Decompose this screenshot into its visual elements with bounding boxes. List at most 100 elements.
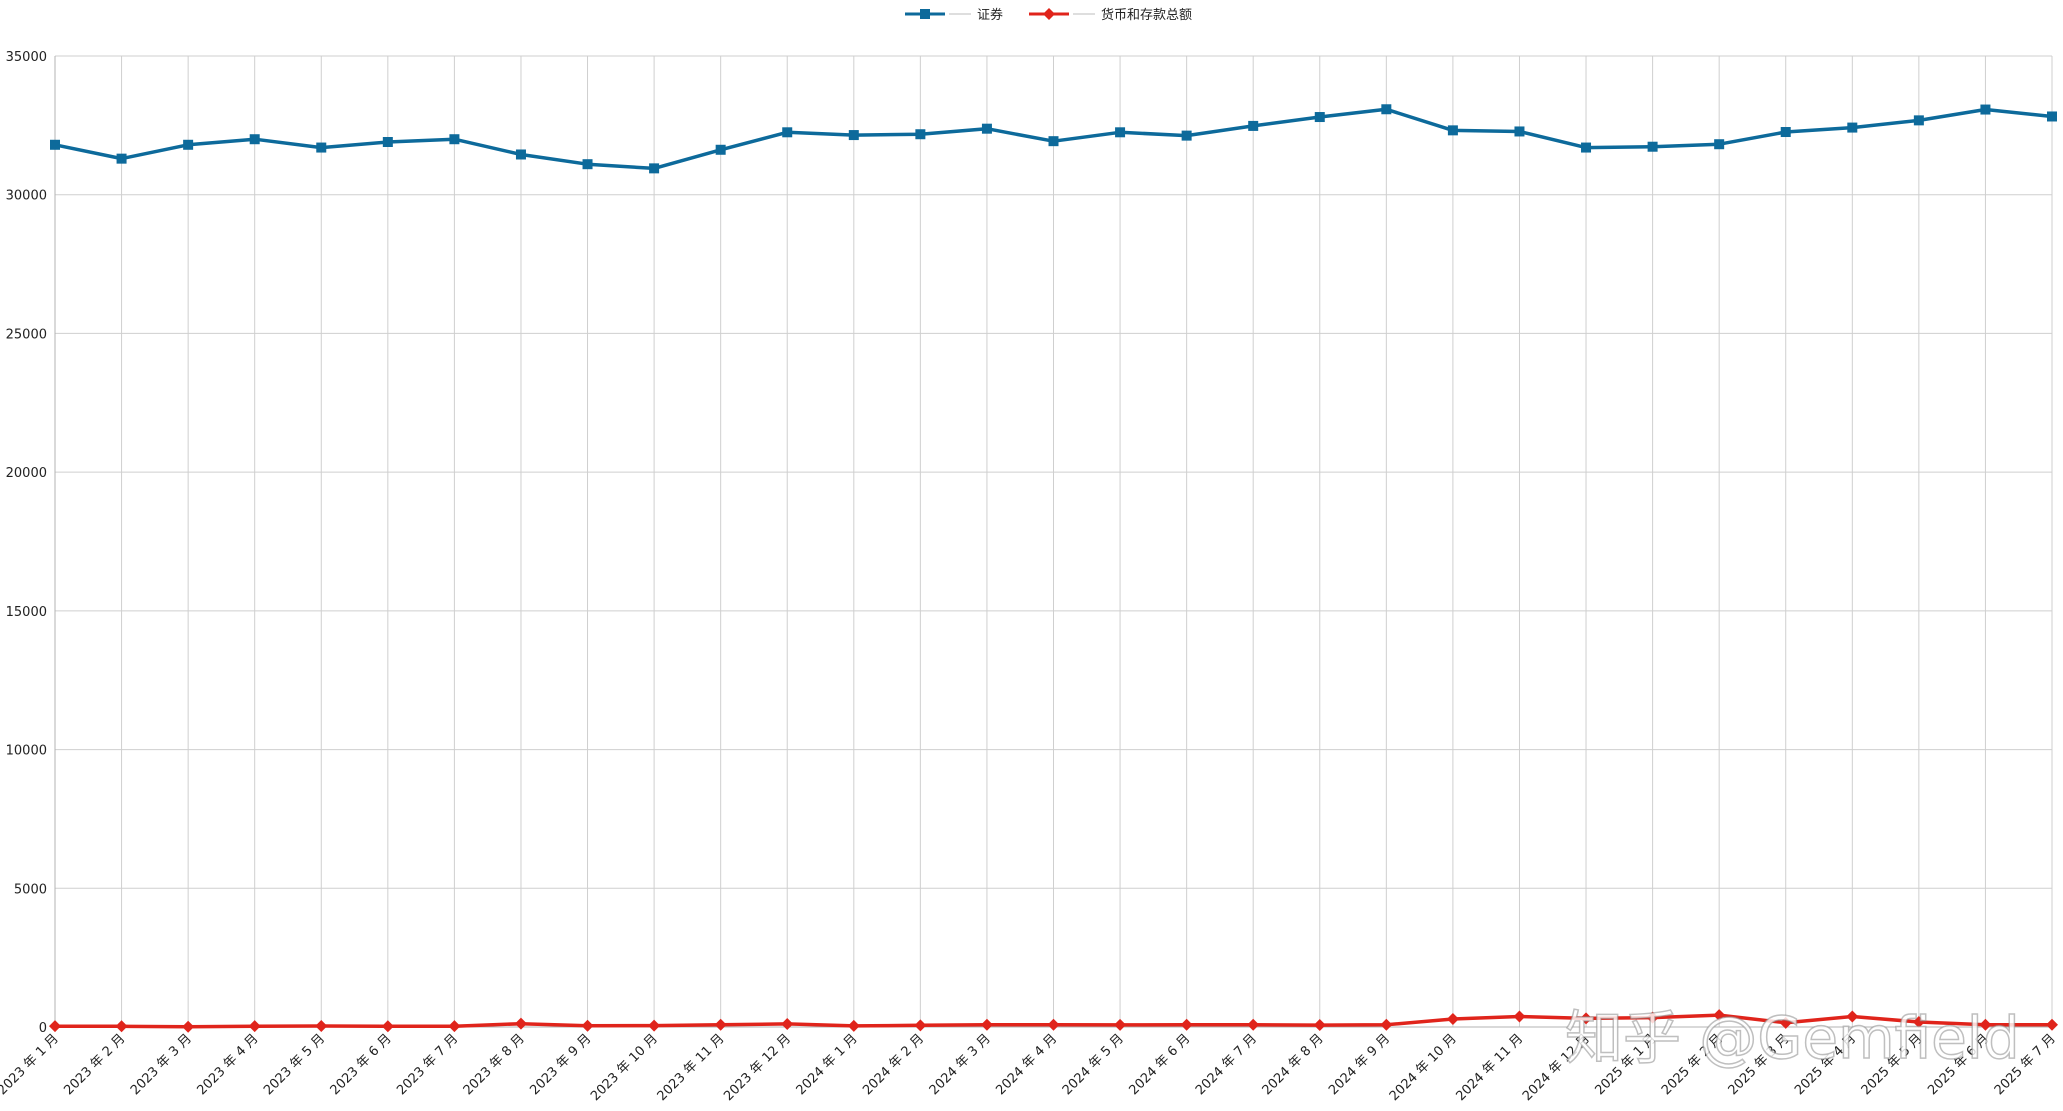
y-tick-label: 10000 xyxy=(6,744,47,759)
y-tick-label: 0 xyxy=(39,1021,47,1036)
data-point xyxy=(714,1018,727,1031)
x-tick-label: 2024 年 2 月 xyxy=(860,1031,927,1098)
series-0 xyxy=(50,104,2057,174)
data-point xyxy=(648,1019,661,1032)
data-point xyxy=(1846,1010,1859,1023)
data-point xyxy=(1248,120,1259,131)
data-point xyxy=(1181,130,1192,141)
data-point xyxy=(116,153,127,164)
data-point xyxy=(381,1020,394,1033)
data-point xyxy=(1048,136,1059,147)
data-point xyxy=(315,1020,328,1033)
data-point xyxy=(1314,112,1325,123)
x-tick-label: 2023 年 3 月 xyxy=(128,1031,195,1098)
data-point xyxy=(183,139,194,150)
data-point xyxy=(847,1019,860,1032)
data-point xyxy=(1446,1012,1459,1025)
x-tick-label: 2024 年 10 月 xyxy=(1387,1031,1460,1104)
data-point xyxy=(249,134,260,145)
data-point xyxy=(1979,1018,1992,1031)
data-point xyxy=(49,1020,61,1033)
legend: 证券 货币和存款总额 xyxy=(905,7,1192,23)
data-point xyxy=(848,130,859,141)
data-point xyxy=(1646,1011,1659,1024)
x-tick-label: 2023 年 1 月 xyxy=(0,1031,62,1098)
data-point xyxy=(1514,126,1525,137)
x-tick-label: 2023 年 12 月 xyxy=(721,1031,794,1104)
series-1 xyxy=(49,1009,2058,1033)
data-point xyxy=(514,1017,527,1030)
data-point xyxy=(649,163,660,174)
y-tick-label: 15000 xyxy=(6,605,47,620)
x-tick-label: 2024 年 4 月 xyxy=(993,1031,1060,1098)
data-point xyxy=(1980,104,1991,115)
data-point xyxy=(1380,1018,1393,1031)
data-point xyxy=(248,1020,261,1033)
data-point xyxy=(382,137,393,148)
data-point xyxy=(1580,1012,1593,1025)
data-point xyxy=(449,134,460,145)
y-tick-label: 5000 xyxy=(14,882,47,897)
data-point xyxy=(2046,1018,2058,1031)
x-tick-label: 2023 年 8 月 xyxy=(461,1031,528,1098)
legend-label: 货币和存款总额 xyxy=(1101,7,1192,23)
data-point xyxy=(1115,127,1126,138)
data-point xyxy=(515,149,526,160)
data-point xyxy=(182,1020,195,1033)
data-point xyxy=(1779,1016,1792,1029)
data-point xyxy=(448,1020,461,1033)
data-point xyxy=(316,142,327,153)
data-point xyxy=(915,129,926,140)
data-point xyxy=(980,1018,993,1031)
x-tick-label: 2024 年 3 月 xyxy=(927,1031,994,1098)
x-tick-label: 2023 年 11 月 xyxy=(655,1031,728,1104)
x-tick-label: 2024 年 9 月 xyxy=(1326,1031,1393,1098)
x-tick-label: 2023 年 2 月 xyxy=(61,1031,128,1098)
legend-swatch-marker xyxy=(920,9,930,19)
x-tick-label: 2023 年 9 月 xyxy=(527,1031,594,1098)
data-point xyxy=(1780,127,1791,138)
data-point xyxy=(1913,115,1924,126)
legend-label: 证券 xyxy=(977,7,1003,23)
data-point xyxy=(981,123,992,134)
data-point xyxy=(582,159,593,170)
x-tick-label: 2023 年 10 月 xyxy=(588,1031,661,1104)
x-tick-label: 2023 年 7 月 xyxy=(394,1031,461,1098)
data-point xyxy=(715,144,726,155)
data-point xyxy=(1581,142,1592,153)
y-tick-label: 20000 xyxy=(6,466,47,481)
data-point xyxy=(1912,1016,1925,1029)
data-point xyxy=(1180,1018,1193,1031)
series-layer xyxy=(49,104,2058,1033)
x-tick-label: 2024 年 5 月 xyxy=(1060,1031,1127,1098)
x-tick-label: 2023 年 4 月 xyxy=(195,1031,262,1098)
grid xyxy=(54,55,2053,1028)
data-point xyxy=(1047,1018,1060,1031)
x-tick-label: 2024 年 8 月 xyxy=(1260,1031,1327,1098)
data-point xyxy=(1714,139,1725,150)
x-tick-label: 2024 年 7 月 xyxy=(1193,1031,1260,1098)
y-axis: 0 5000 10000 15000 20000 25000 30000 35000 xyxy=(6,50,47,1036)
legend-swatch-marker xyxy=(1043,8,1055,20)
x-tick-label: 2024 年 11 月 xyxy=(1453,1031,1526,1104)
watermark: 知乎 @Gemfield xyxy=(1565,1004,2020,1072)
data-point xyxy=(914,1019,927,1032)
data-point xyxy=(1647,141,1658,152)
data-point xyxy=(1513,1010,1526,1023)
x-tick-label: 2023 年 5 月 xyxy=(261,1031,328,1098)
data-point xyxy=(50,139,60,150)
data-point xyxy=(1713,1009,1726,1022)
data-point xyxy=(1247,1018,1260,1031)
x-tick-label: 2024 年 1 月 xyxy=(794,1031,861,1098)
data-point xyxy=(1313,1019,1326,1032)
data-point xyxy=(581,1019,594,1032)
data-point xyxy=(1114,1018,1127,1031)
data-point xyxy=(115,1020,128,1033)
y-tick-label: 35000 xyxy=(6,50,47,65)
data-point xyxy=(1447,125,1458,136)
legend-item: 货币和存款总额 xyxy=(1029,7,1192,23)
data-point xyxy=(782,127,793,138)
y-tick-label: 30000 xyxy=(6,189,47,204)
legend-item: 证券 xyxy=(905,7,1003,23)
